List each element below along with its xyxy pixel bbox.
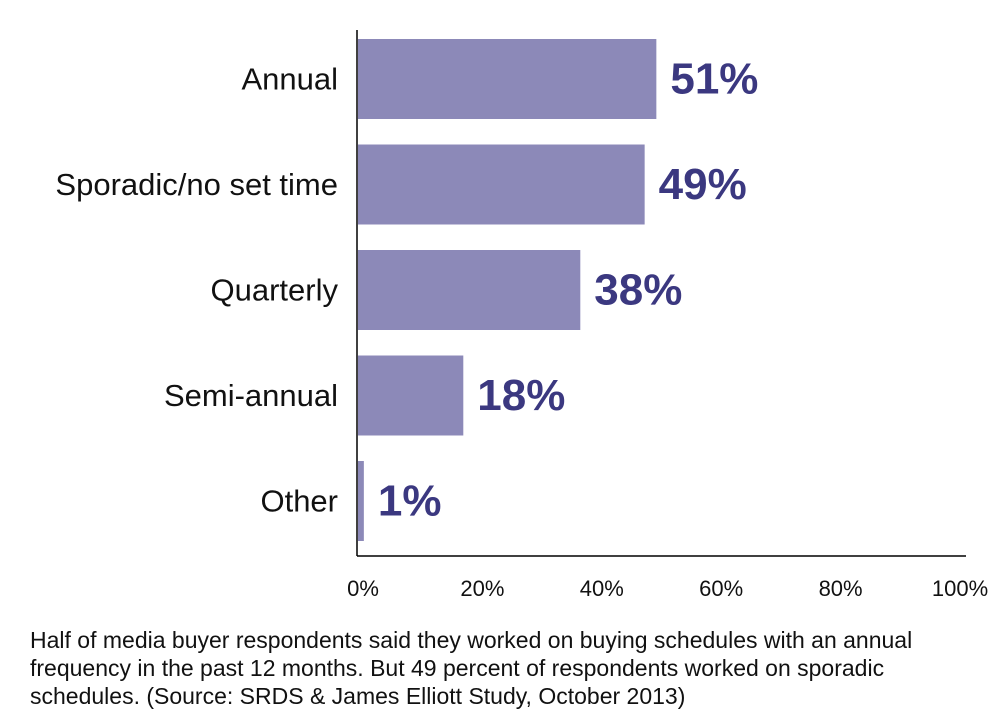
chart-caption: Half of media buyer respondents said the… — [30, 627, 913, 709]
bar-chart: Annual Sporadic/no set time Quarterly Semi-… — [55, 30, 988, 601]
bar-quarterly — [358, 250, 581, 330]
bar-other — [358, 461, 364, 541]
value-label-other: 1% — [378, 477, 442, 526]
value-label-sporadic-no-set-time: 49% — [659, 160, 747, 209]
value-labels: 51% 49% 38% 18% 1% — [378, 55, 759, 526]
bar-annual — [358, 39, 657, 119]
x-tick-60: 60% — [699, 576, 743, 601]
value-label-semi-annual: 18% — [477, 371, 565, 420]
value-label-quarterly: 38% — [594, 266, 682, 315]
category-label-other: Other — [260, 484, 338, 519]
x-tick-100: 100% — [932, 576, 988, 601]
bar-semi-annual — [358, 355, 464, 436]
x-tick-20: 20% — [460, 576, 504, 601]
x-tick-40: 40% — [580, 576, 624, 601]
x-tick-labels: 0% 20% 40% 60% 80% 100% — [347, 576, 988, 601]
category-label-annual: Annual — [241, 62, 338, 97]
bar-sporadic-no-set-time — [358, 144, 645, 225]
category-label-semi-annual: Semi-annual — [164, 378, 338, 413]
value-label-annual: 51% — [670, 55, 758, 104]
category-label-quarterly: Quarterly — [211, 273, 339, 308]
x-tick-0: 0% — [347, 576, 379, 601]
category-label-sporadic-no-set-time: Sporadic/no set time — [55, 167, 338, 202]
bars-group — [358, 39, 657, 541]
category-labels: Annual Sporadic/no set time Quarterly Semi-… — [55, 62, 338, 519]
x-tick-80: 80% — [819, 576, 863, 601]
